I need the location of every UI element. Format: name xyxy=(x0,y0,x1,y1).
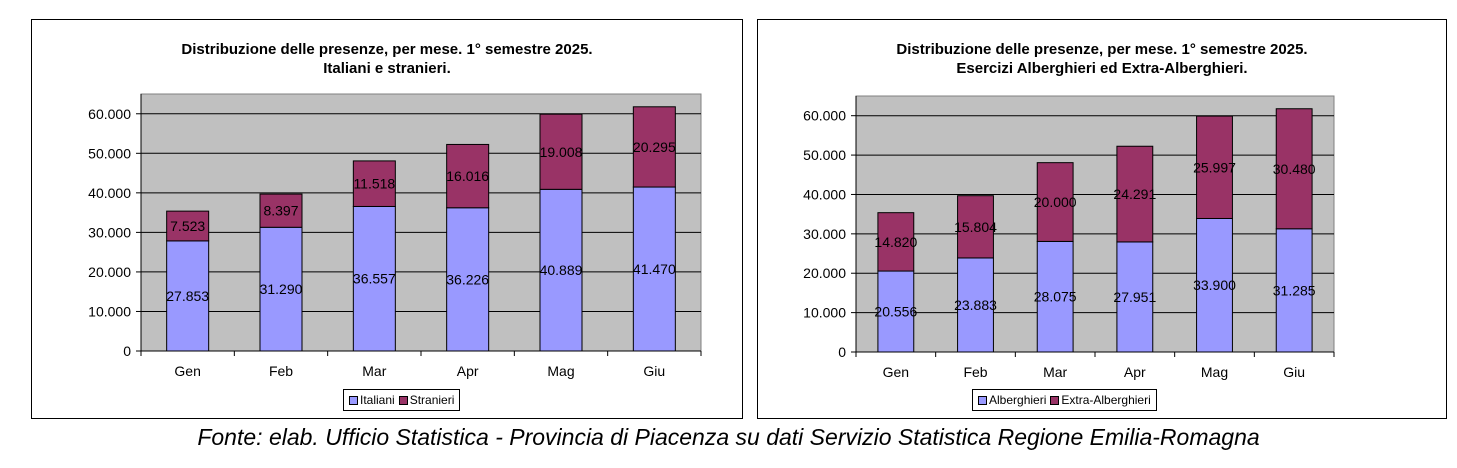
data-label: 24.291 xyxy=(1113,186,1156,202)
data-label: 16.016 xyxy=(446,168,489,184)
bar-segment xyxy=(1275,108,1313,230)
data-label: 20.295 xyxy=(633,139,676,155)
x-tick-label: Mar xyxy=(1043,364,1067,380)
data-label: 41.470 xyxy=(633,261,676,277)
legend-label-stranieri: Stranieri xyxy=(409,393,455,407)
x-tick-label: Gen xyxy=(174,363,200,379)
bar-segment xyxy=(352,160,396,207)
bar-segment xyxy=(1116,145,1154,243)
legend-swatch-stranieri xyxy=(398,395,408,405)
chart-title-line2: Italiani e stranieri. xyxy=(323,60,451,77)
y-tick-label: 30.000 xyxy=(88,224,131,240)
source-caption: Fonte: elab. Ufficio Statistica - Provin… xyxy=(197,424,1260,450)
y-tick-label: 60.000 xyxy=(88,106,131,122)
data-label: 7.523 xyxy=(170,218,205,234)
chart-title-line1: Distribuzione delle presenze, per mese. … xyxy=(896,41,1308,58)
y-tick-label: 40.000 xyxy=(88,185,131,201)
plot-area xyxy=(140,93,702,352)
chart-title-line1: Distribuzione delle presenze, per mese. … xyxy=(181,41,593,58)
data-label: 31.285 xyxy=(1273,282,1316,298)
y-tick-label: 30.000 xyxy=(803,226,846,242)
bar-segment xyxy=(1196,115,1233,219)
x-tick-label: Mag xyxy=(547,363,574,379)
y-tick-label: 40.000 xyxy=(803,186,846,202)
data-label: 20.556 xyxy=(874,304,917,320)
bar-segment xyxy=(446,143,490,209)
data-label: 36.557 xyxy=(353,271,396,287)
bar-segment xyxy=(446,207,490,352)
y-tick-label: 20.000 xyxy=(803,265,846,281)
y-tick-label: 50.000 xyxy=(803,147,846,163)
y-tick-label: 0 xyxy=(838,344,846,360)
legend-label-alberghieri: Alberghieri xyxy=(989,393,1047,407)
bar-segment xyxy=(632,106,676,188)
stacked-bar-chart-italiani-stranieri: 0 10.000 20.000 30.000 40.000 50.000 60.000 27.… xyxy=(88,93,702,379)
y-tick-label: 0 xyxy=(123,343,131,359)
legend-label-extra-alberghieri: Extra-Alberghieri xyxy=(1061,393,1151,407)
y-tick-label: 50.000 xyxy=(88,145,131,161)
x-tick-label: Mag xyxy=(1201,364,1228,380)
data-label: 14.820 xyxy=(874,234,917,250)
x-tick-label: Apr xyxy=(1124,364,1146,380)
data-label: 28.075 xyxy=(1034,289,1077,305)
data-label: 31.290 xyxy=(260,281,303,297)
plot-area xyxy=(855,95,1335,353)
y-tick-label: 10.000 xyxy=(88,303,131,319)
chart-title: Distribuzione delle presenze, per mese. … xyxy=(32,40,742,78)
bar-segment xyxy=(1036,240,1074,353)
legend-swatch-italiani xyxy=(349,395,358,405)
legend-item-stranieri: Stranieri xyxy=(398,393,455,407)
x-tick-label: Giu xyxy=(643,363,665,379)
data-label: 27.853 xyxy=(166,288,209,304)
bar-segment xyxy=(877,212,915,272)
bar-segment xyxy=(539,113,583,190)
x-tick-label: Feb xyxy=(963,364,987,380)
chart-panel-alberghieri-extra: Distribuzione delle presenze, per mese. … xyxy=(757,19,1447,419)
legend-item-italiani: Italiani xyxy=(349,393,395,407)
data-label: 23.883 xyxy=(954,297,997,313)
bar-segment xyxy=(1275,228,1313,353)
data-label: 40.889 xyxy=(540,262,583,278)
data-label: 20.000 xyxy=(1034,194,1077,210)
y-tick-label: 20.000 xyxy=(88,264,131,280)
chart-title: Distribuzione delle presenze, per mese. … xyxy=(758,40,1446,78)
legend-swatch-alberghieri xyxy=(978,395,987,405)
bar-segment xyxy=(877,270,915,353)
chart-panel-italiani-stranieri: Distribuzione delle presenze, per mese. … xyxy=(31,19,743,419)
legend-label-italiani: Italiani xyxy=(360,393,395,407)
bar-segment xyxy=(957,195,994,259)
legend-item-alberghieri: Alberghieri xyxy=(978,393,1046,407)
x-tick-label: Apr xyxy=(457,363,479,379)
x-tick-label: Feb xyxy=(269,363,293,379)
data-label: 33.900 xyxy=(1193,277,1236,293)
x-tick-label: Giu xyxy=(1283,364,1305,380)
chart-legend: Italiani Stranieri xyxy=(343,389,461,411)
legend-swatch-extra-alberghieri xyxy=(1050,395,1060,405)
bar-segment xyxy=(1196,217,1233,353)
data-label: 8.397 xyxy=(263,203,298,219)
data-label: 36.226 xyxy=(446,271,489,287)
y-tick-label: 10.000 xyxy=(803,305,846,321)
data-label: 25.997 xyxy=(1193,159,1236,175)
bar-segment xyxy=(166,240,210,352)
bar-segment xyxy=(539,188,583,352)
x-tick-label: Gen xyxy=(883,364,909,380)
x-tick-label: Mar xyxy=(362,363,386,379)
data-label: 15.804 xyxy=(954,219,997,235)
bar-segment xyxy=(1036,162,1074,242)
data-label: 19.008 xyxy=(540,144,583,160)
legend-item-extra-alberghieri: Extra-Alberghieri xyxy=(1050,393,1151,407)
chart-title-line2: Esercizi Alberghieri ed Extra-Alberghier… xyxy=(956,60,1248,77)
bar-segment xyxy=(166,210,210,242)
stacked-bar-chart-alberghieri-extra: 0 10.000 20.000 30.000 40.000 50.000 60.000 20.… xyxy=(803,95,1335,380)
bar-segment xyxy=(352,205,396,352)
data-label: 27.951 xyxy=(1113,289,1156,305)
bar-segment xyxy=(957,257,994,353)
data-label: 11.518 xyxy=(353,176,395,192)
bar-segment xyxy=(259,193,303,228)
y-tick-label: 60.000 xyxy=(803,108,846,124)
chart-legend: Alberghieri Extra-Alberghieri xyxy=(972,389,1157,411)
data-label: 30.480 xyxy=(1273,161,1316,177)
